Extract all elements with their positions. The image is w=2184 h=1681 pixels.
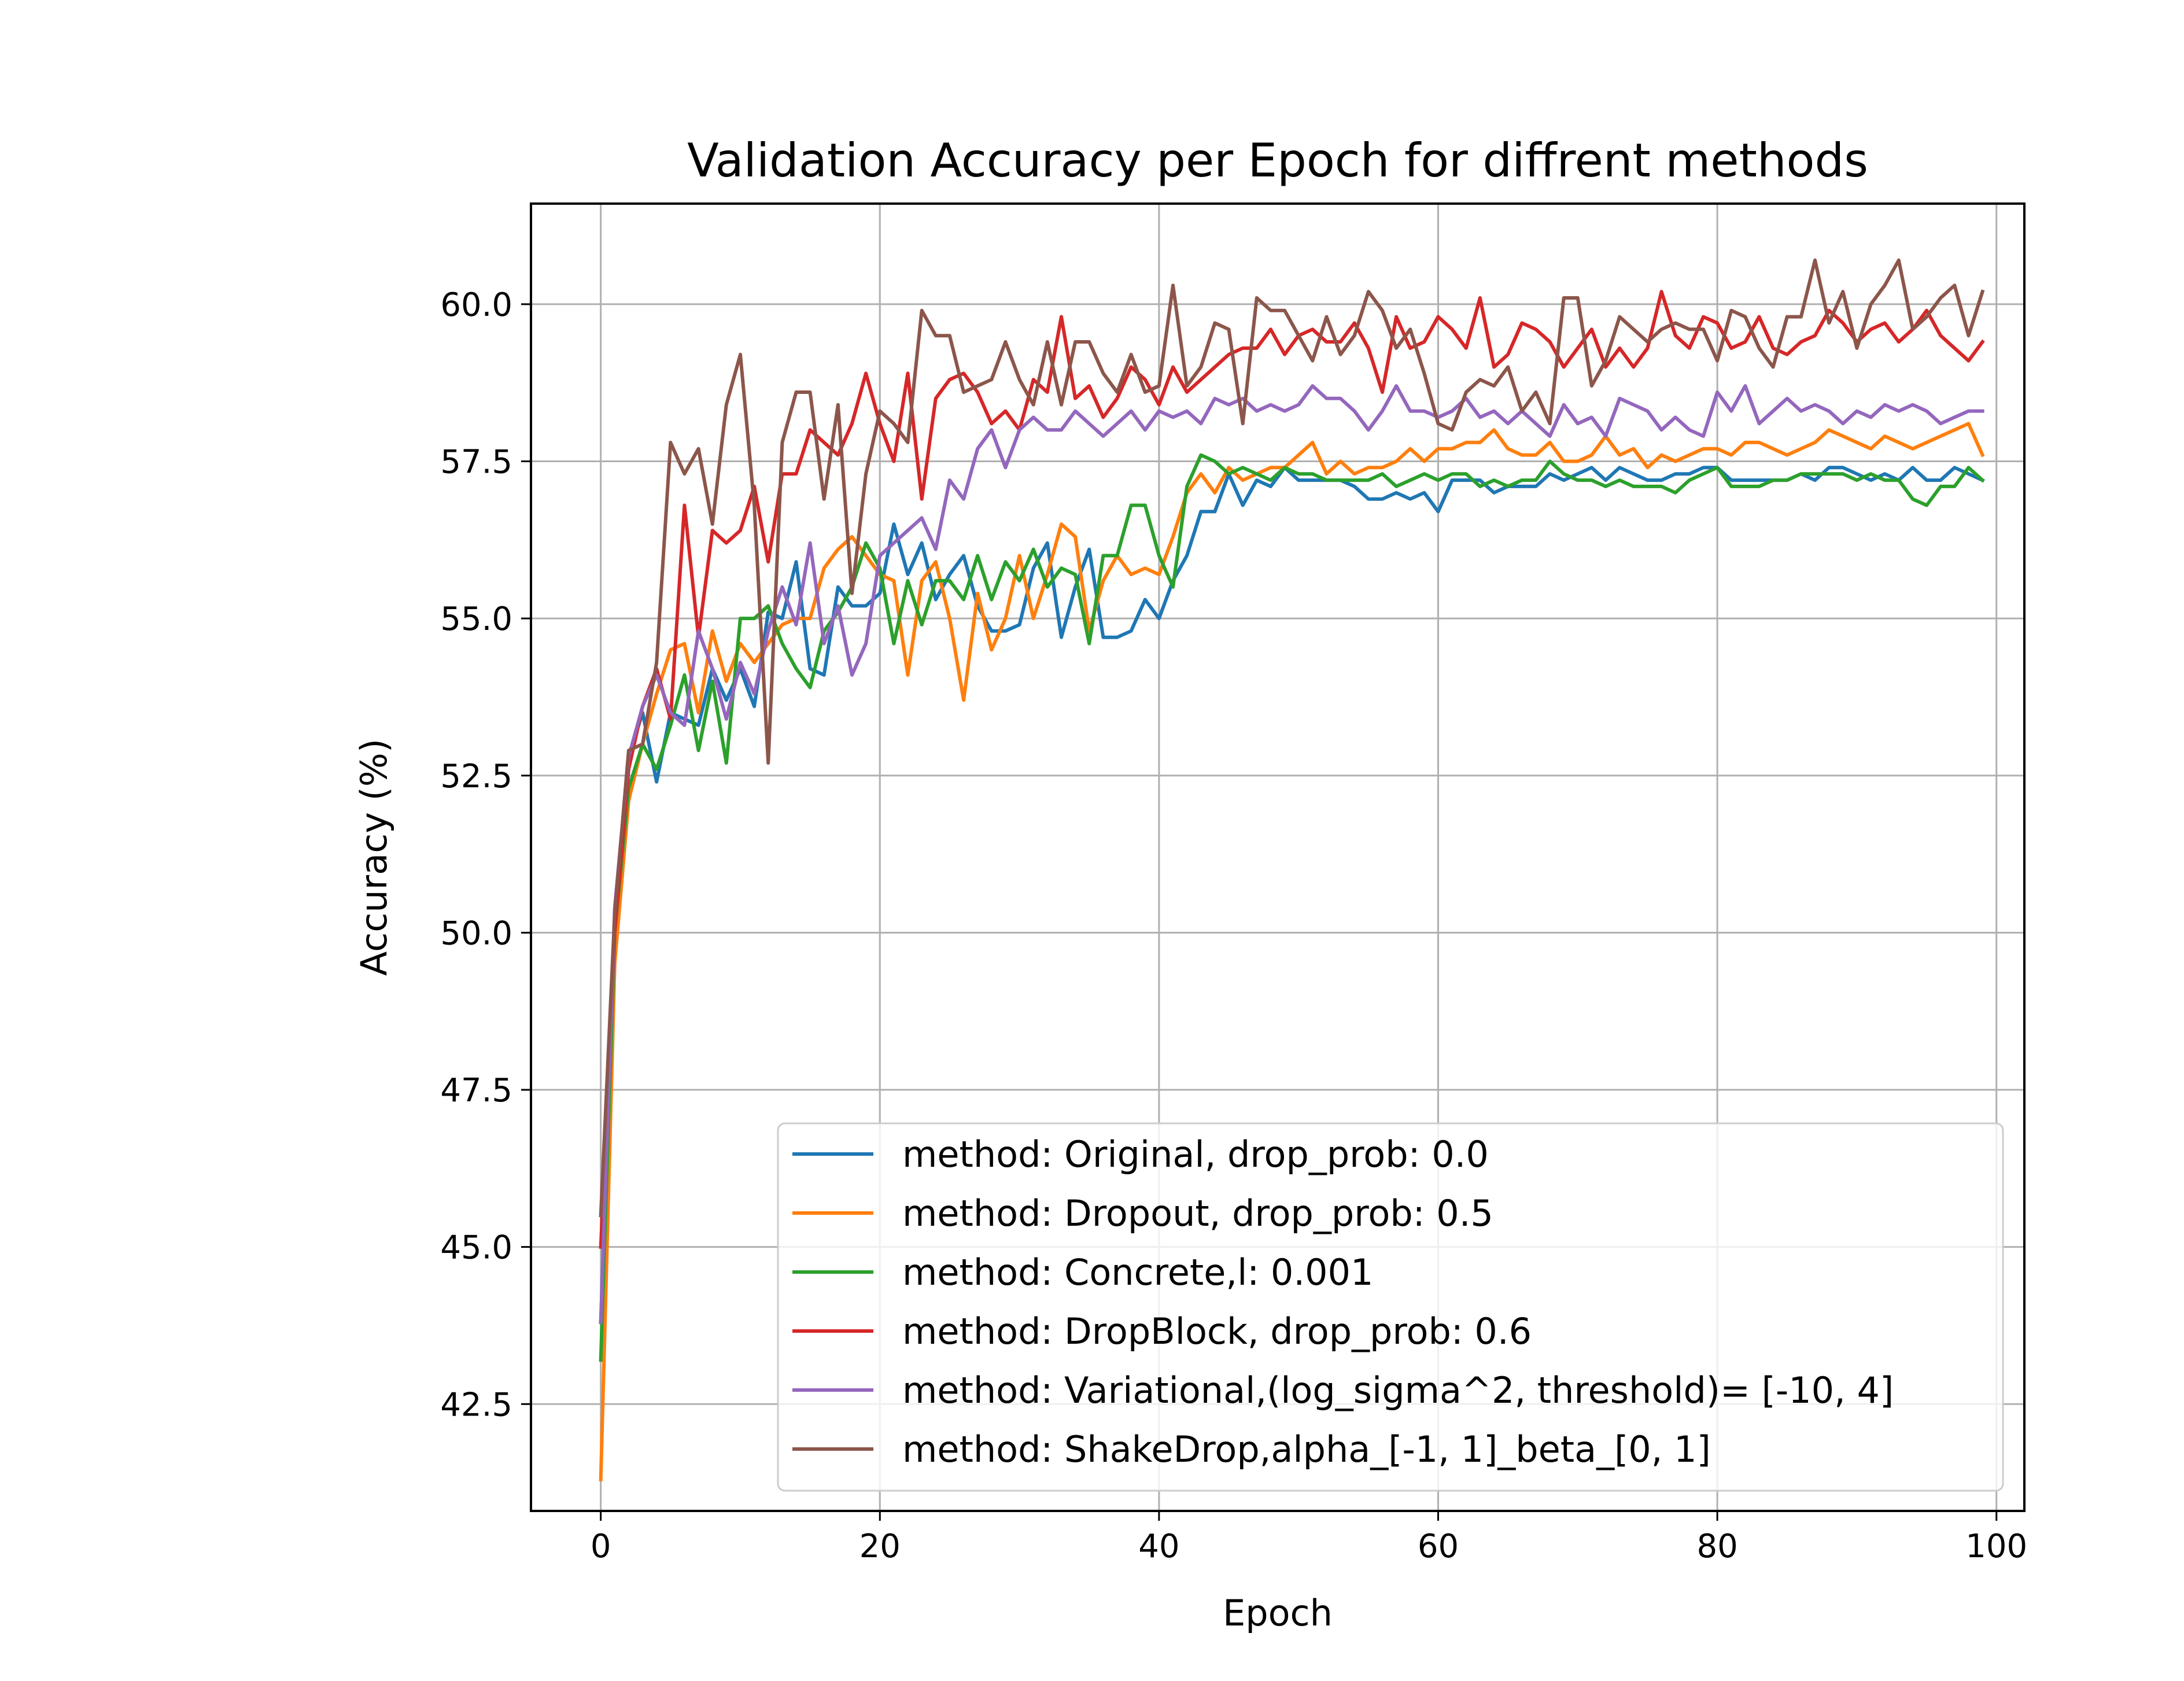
legend-label: method: ShakeDrop,alpha_[-1, 1]_beta_[0,… xyxy=(902,1428,1711,1470)
y-tick-label: 55.0 xyxy=(440,600,512,638)
y-tick-label: 57.5 xyxy=(440,443,512,481)
x-tick-label: 20 xyxy=(859,1528,901,1565)
x-axis-label: Epoch xyxy=(1223,1592,1333,1634)
x-tick-label: 80 xyxy=(1696,1528,1737,1565)
series-group xyxy=(599,258,1985,1481)
x-tick-label: 40 xyxy=(1138,1528,1179,1565)
legend: method: Original, drop_prob: 0.0 method: … xyxy=(777,1122,2004,1492)
series-line-6 xyxy=(599,258,1985,1218)
y-tick-label: 60.0 xyxy=(440,286,512,324)
y-tick-label: 52.5 xyxy=(440,758,512,795)
legend-label: method: Variational,(log_sigma^2, thresh… xyxy=(902,1369,1894,1411)
y-tick-label: 42.5 xyxy=(440,1386,512,1424)
legend-label: method: Concrete,l: 0.001 xyxy=(902,1251,1373,1293)
plot-frame xyxy=(530,202,2026,1512)
series-line-1 xyxy=(599,466,1985,1325)
x-tick-label: 60 xyxy=(1418,1528,1459,1565)
x-tick-label: 100 xyxy=(1965,1528,2027,1565)
series-line-2 xyxy=(599,422,1985,1481)
y-tick-label: 50.0 xyxy=(440,915,512,952)
y-tick-label: 47.5 xyxy=(440,1072,512,1109)
chart-title: Validation Accuracy per Epoch for diffre… xyxy=(687,134,1868,187)
legend-label: method: Original, drop_prob: 0.0 xyxy=(902,1133,1489,1175)
legend-box xyxy=(777,1122,2004,1492)
ticks: 0 20 40 60 80 100 42.5 45.0 47.5 50.0 52.5 55.0 57.5… xyxy=(440,286,2027,1565)
legend-label: method: Dropout, drop_prob: 0.5 xyxy=(902,1192,1493,1234)
legend-label: method: DropBlock, drop_prob: 0.6 xyxy=(902,1310,1532,1352)
x-tick-label: 0 xyxy=(591,1528,611,1565)
y-axis-label: Accuracy (%) xyxy=(353,739,395,976)
series-line-5 xyxy=(599,384,1984,1325)
y-tick-label: 45.0 xyxy=(440,1229,512,1267)
